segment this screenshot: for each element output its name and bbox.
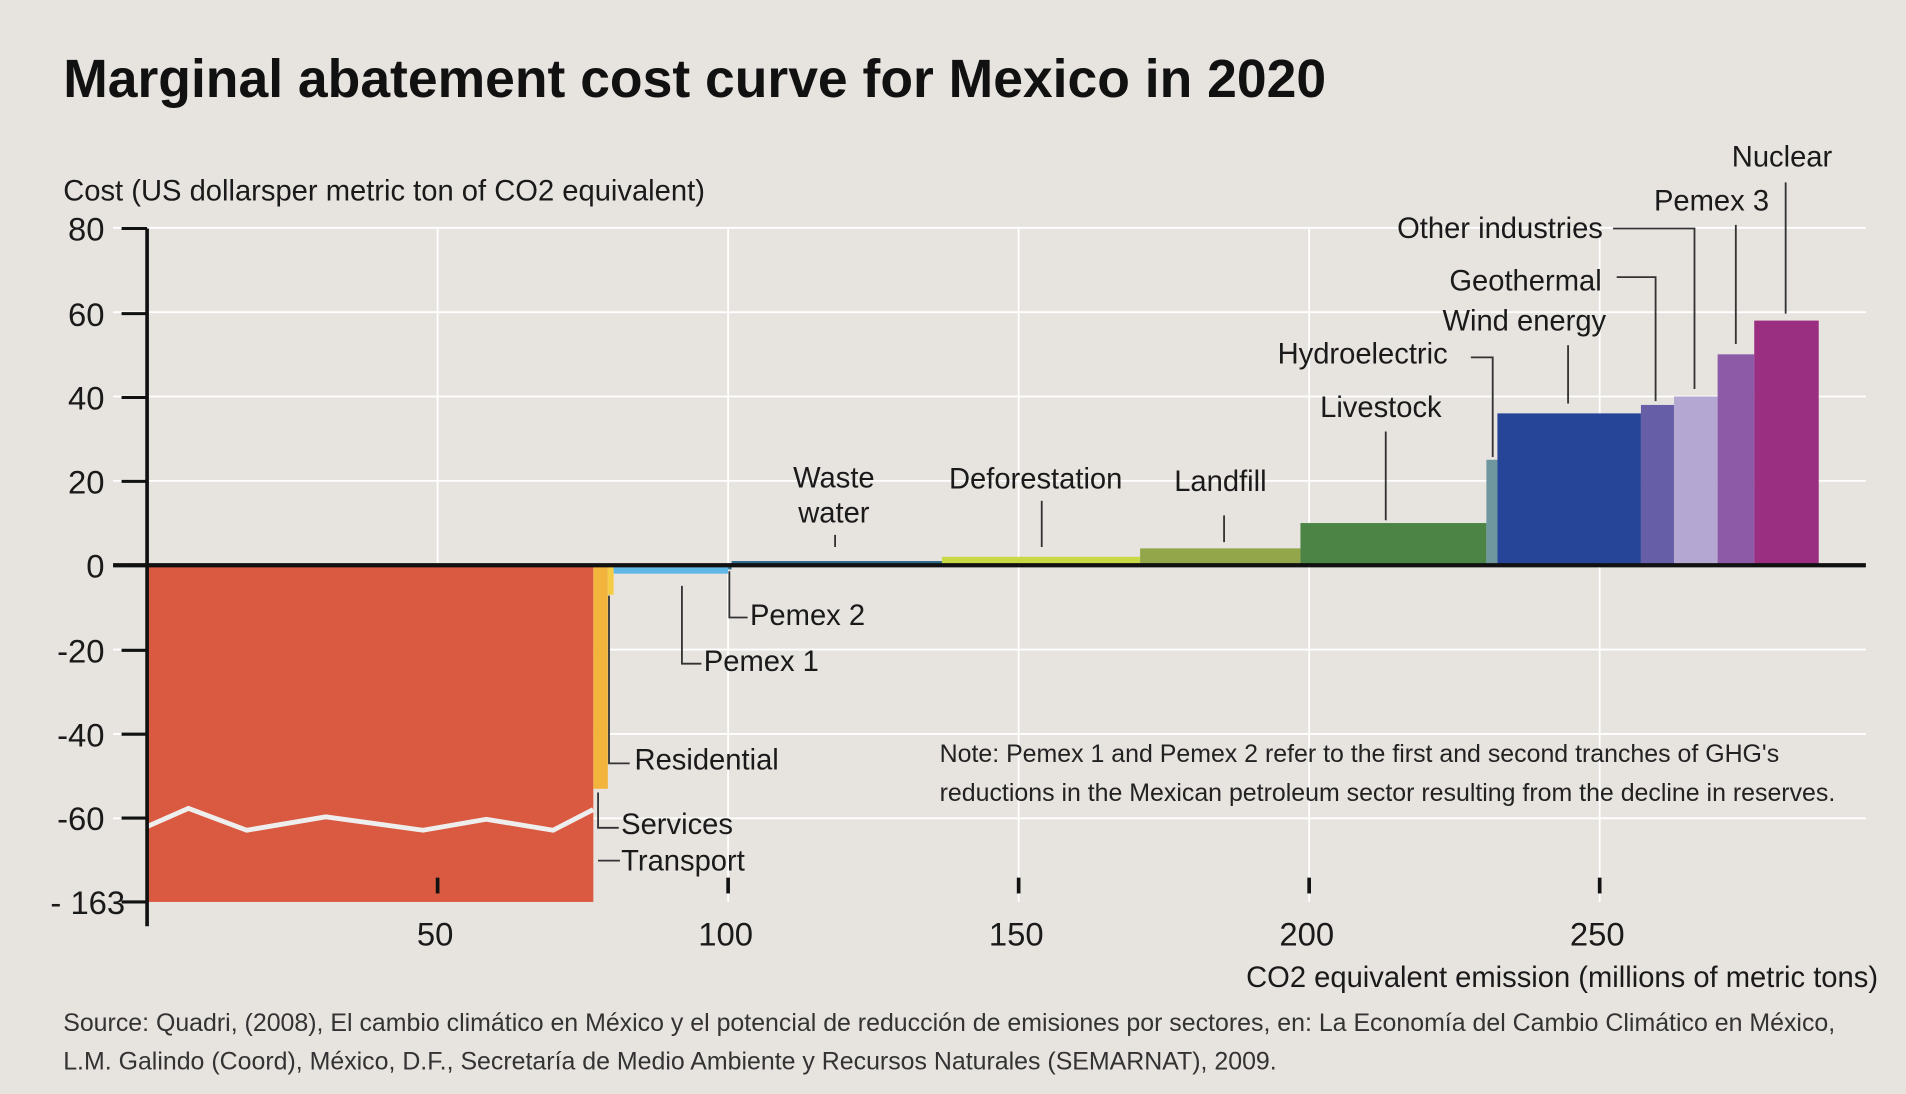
bar-pemex-3 <box>1717 354 1755 566</box>
bar-residential <box>607 565 614 595</box>
x-axis-label: CO2 equivalent emission (millions of met… <box>1246 962 1878 994</box>
y-tick-label: 40 <box>68 380 104 417</box>
y-tick-label: -40 <box>57 716 104 753</box>
x-tick-label: 250 <box>1570 916 1625 953</box>
label-wind-energy: Wind energy <box>1442 306 1606 338</box>
label-hydroelectric: Hydroelectric <box>1278 338 1448 370</box>
bar-transport <box>147 565 594 902</box>
leader-pemex-1 <box>681 585 702 665</box>
bar-deforestation <box>941 556 1141 566</box>
label-nuclear: Nuclear <box>1732 142 1833 174</box>
label-deforestation: Deforestation <box>949 464 1122 496</box>
bar-landfill <box>1140 548 1301 566</box>
x-tick-label: 200 <box>1279 916 1334 953</box>
leader-hydroelectric <box>1470 356 1494 458</box>
y-tick-label: 20 <box>68 464 104 501</box>
bar-hydroelectric <box>1486 459 1498 566</box>
label-waste-water: Waste <box>793 462 875 494</box>
x-tick-label: 100 <box>698 916 753 953</box>
x-tick-label: 150 <box>989 916 1044 953</box>
label-other-industries: Other industries <box>1397 213 1603 245</box>
note-line-1: Note: Pemex 1 and Pemex 2 refer to the f… <box>940 740 1780 768</box>
bar-livestock <box>1300 523 1487 566</box>
y-tick-label: 0 <box>86 547 104 584</box>
y-tick-label: 60 <box>68 296 104 333</box>
label-transport: Transport <box>621 845 745 877</box>
y-axis-label: Cost (US dollarsper metric ton of CO2 eq… <box>63 176 705 208</box>
label-landfill: Landfill <box>1174 466 1266 498</box>
y-tick-label: -60 <box>57 800 104 837</box>
y-tick-label: - 163 <box>50 884 125 921</box>
leader-pemex-2 <box>728 571 748 619</box>
note-line-2: reductions in the Mexican petroleum sect… <box>940 779 1836 807</box>
bar-other-industries <box>1674 396 1718 566</box>
bar-wind-energy <box>1497 413 1641 566</box>
bar-services <box>593 565 608 789</box>
leader-services <box>597 792 619 829</box>
bar-nuclear <box>1754 320 1819 566</box>
leader-residential <box>608 595 630 765</box>
leader-other-industries <box>1613 227 1696 389</box>
label-geothermal: Geothermal <box>1449 266 1601 298</box>
axis-break-line <box>146 805 595 833</box>
label-livestock: Livestock <box>1320 392 1442 424</box>
leader-geothermal <box>1616 276 1657 402</box>
x-tick-label: 50 <box>417 916 454 953</box>
label-pemex-2: Pemex 2 <box>750 600 865 632</box>
label-pemex-3: Pemex 3 <box>1654 185 1769 217</box>
source-line-1: Source: Quadri, (2008), El cambio climát… <box>63 1009 1835 1037</box>
label-pemex-1: Pemex 1 <box>704 646 819 678</box>
bar-geothermal <box>1640 404 1675 566</box>
source-line-2: L.M. Galindo (Coord), México, D.F., Secr… <box>63 1048 1277 1076</box>
label-waste-water: water <box>797 498 870 530</box>
y-tick-label: -20 <box>57 632 104 669</box>
label-residential: Residential <box>635 744 779 776</box>
label-services: Services <box>621 809 733 841</box>
chart-title: Marginal abatement cost curve for Mexico… <box>63 50 1326 109</box>
y-tick-label: 80 <box>68 211 104 248</box>
bar-pemex-1 <box>613 565 729 574</box>
